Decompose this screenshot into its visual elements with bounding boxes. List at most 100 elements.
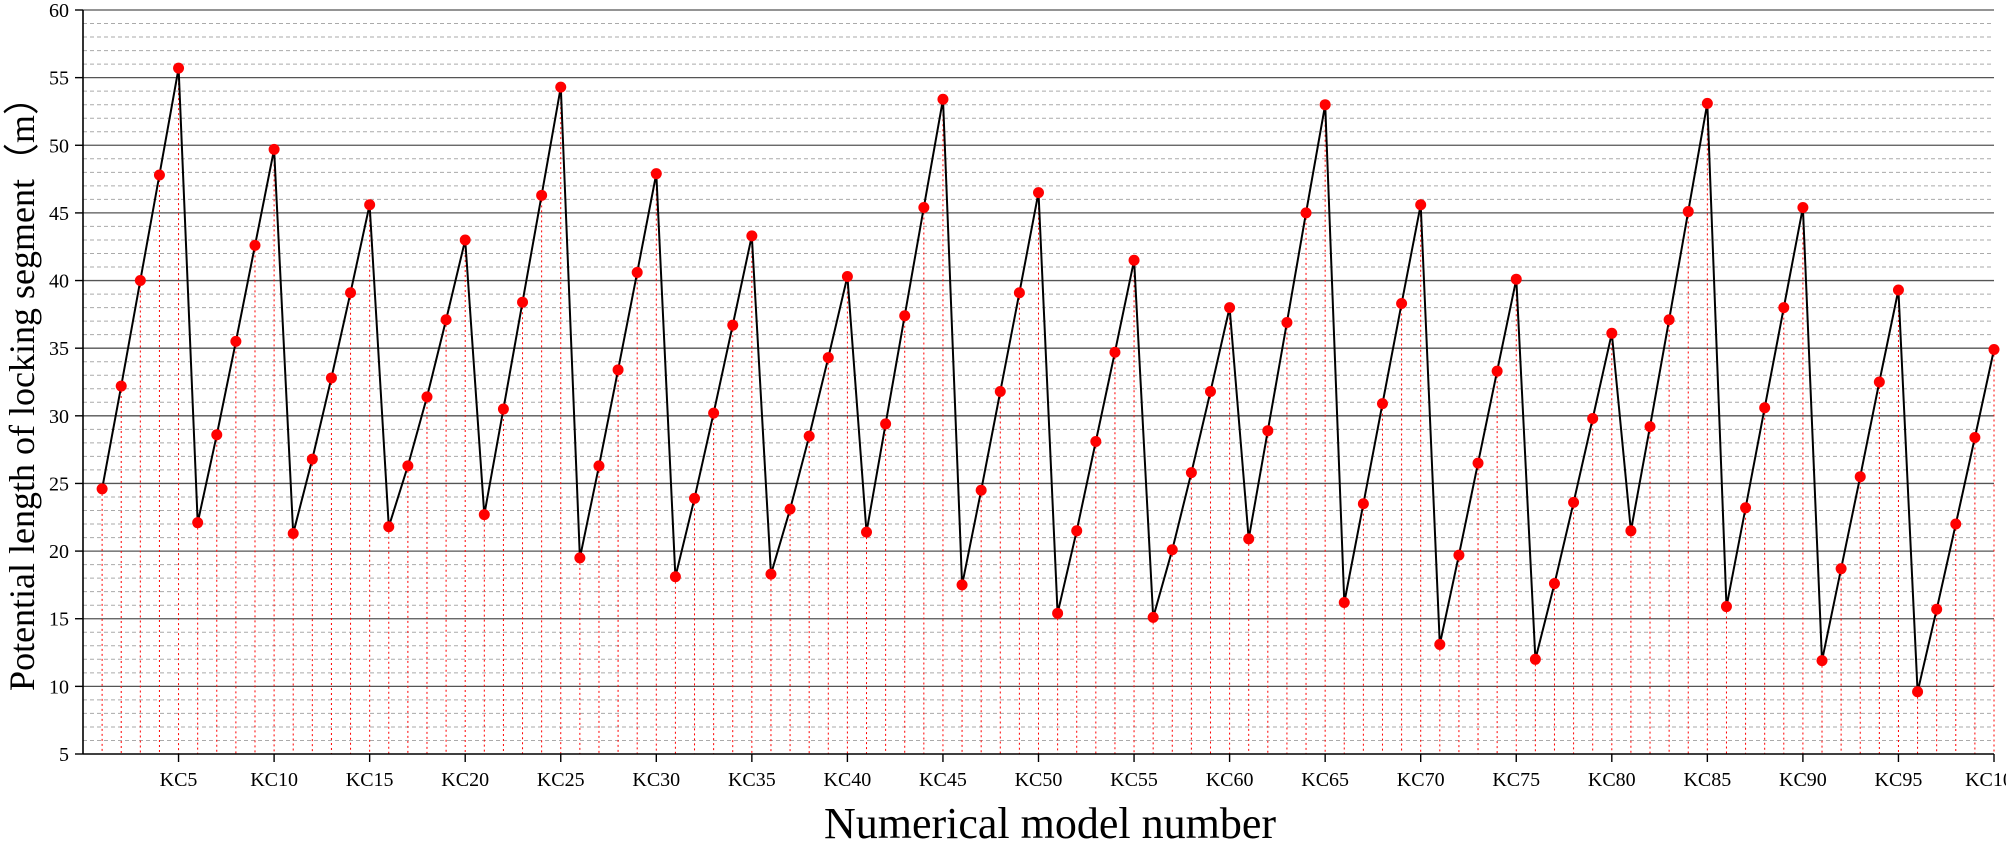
data-point [1740,502,1752,514]
x-tick-label: KC60 [1206,769,1254,791]
data-point [1243,533,1255,545]
data-point [1720,601,1732,613]
data-point [1204,385,1216,397]
data-point [899,310,911,322]
data-point [555,81,567,93]
data-point [1472,457,1484,469]
data-point [402,460,414,472]
y-tick-label: 15 [49,609,69,631]
x-tick-label: KC100 [1965,769,2006,791]
data-point [956,579,968,591]
y-tick-label: 45 [49,203,69,225]
y-tick-label: 20 [49,541,69,563]
data-point [1778,302,1790,314]
data-point [287,528,299,540]
data-point [1300,207,1312,219]
data-point [1873,376,1885,388]
data-point [96,483,108,495]
x-tick-label: KC80 [1588,769,1636,791]
data-point [765,568,777,580]
data-point [593,460,605,472]
data-point [689,492,701,504]
data-point [1052,607,1064,619]
x-tick-label: KC70 [1397,769,1445,791]
data-point [1663,314,1675,326]
y-tick-label: 30 [49,406,69,428]
data-point [1682,206,1694,218]
data-point [784,503,796,515]
data-point [631,266,643,278]
data-point [249,239,261,251]
x-tick-label: KC75 [1492,769,1540,791]
data-point [230,335,242,347]
data-point [880,418,892,430]
data-point [918,201,930,213]
data-point [803,430,815,442]
data-point [1568,496,1580,508]
x-axis-title: Numerical model number [824,799,1276,848]
data-point [1950,518,1962,530]
y-tick-label: 40 [49,271,69,293]
data-point [1090,436,1102,448]
data-point [1415,199,1427,211]
data-point [1147,611,1159,623]
data-point [325,372,337,384]
data-point [1281,316,1293,328]
data-point [364,199,376,211]
data-point [975,484,987,496]
data-point [1185,467,1197,479]
x-tick-label: KC30 [632,769,680,791]
data-point [1109,346,1121,358]
data-point [1491,365,1503,377]
series-polyline [101,68,1995,693]
x-tick-label: KC10 [250,769,298,791]
x-tick-label: KC15 [346,769,394,791]
data-point [440,314,452,326]
data-markers [96,62,2000,698]
data-point [153,169,165,181]
data-point [1912,686,1924,698]
data-point [1319,99,1331,111]
x-tick-label: KC40 [824,769,872,791]
y-tick-label: 50 [49,135,69,157]
data-point [708,407,720,419]
data-point [1759,402,1771,414]
data-point [1797,201,1809,213]
data-point [1033,187,1044,199]
data-point [1396,298,1408,310]
data-point [192,517,204,529]
data-point [841,270,853,282]
x-tick-label: KC25 [537,769,585,791]
data-point [134,275,146,287]
x-tick-label: KC45 [919,769,967,791]
data-point [669,571,681,583]
x-tick-label: KC85 [1683,769,1731,791]
y-tick-label: 55 [49,68,69,90]
x-tick-label: KC20 [441,769,489,791]
data-point [345,287,357,299]
data-point [1166,544,1178,556]
data-point [115,380,127,392]
data-point [1529,653,1541,665]
data-point [1644,421,1656,433]
data-point [1816,655,1828,667]
data-point [173,62,185,74]
data-point [536,189,548,201]
data-point [650,168,662,180]
data-point [1587,413,1599,425]
data-point [1262,425,1274,437]
data-point [574,552,586,564]
data-point [1376,398,1388,410]
data-point [994,385,1006,397]
x-tick-label: KC65 [1301,769,1349,791]
data-point [1988,344,2000,356]
data-point [1969,431,1981,443]
data-point [1625,525,1637,537]
data-point [746,230,758,242]
data-point [1013,287,1025,299]
data-point [1835,563,1847,575]
x-tick-label: KC95 [1875,769,1923,791]
data-point [1854,471,1866,483]
data-point [727,319,739,331]
